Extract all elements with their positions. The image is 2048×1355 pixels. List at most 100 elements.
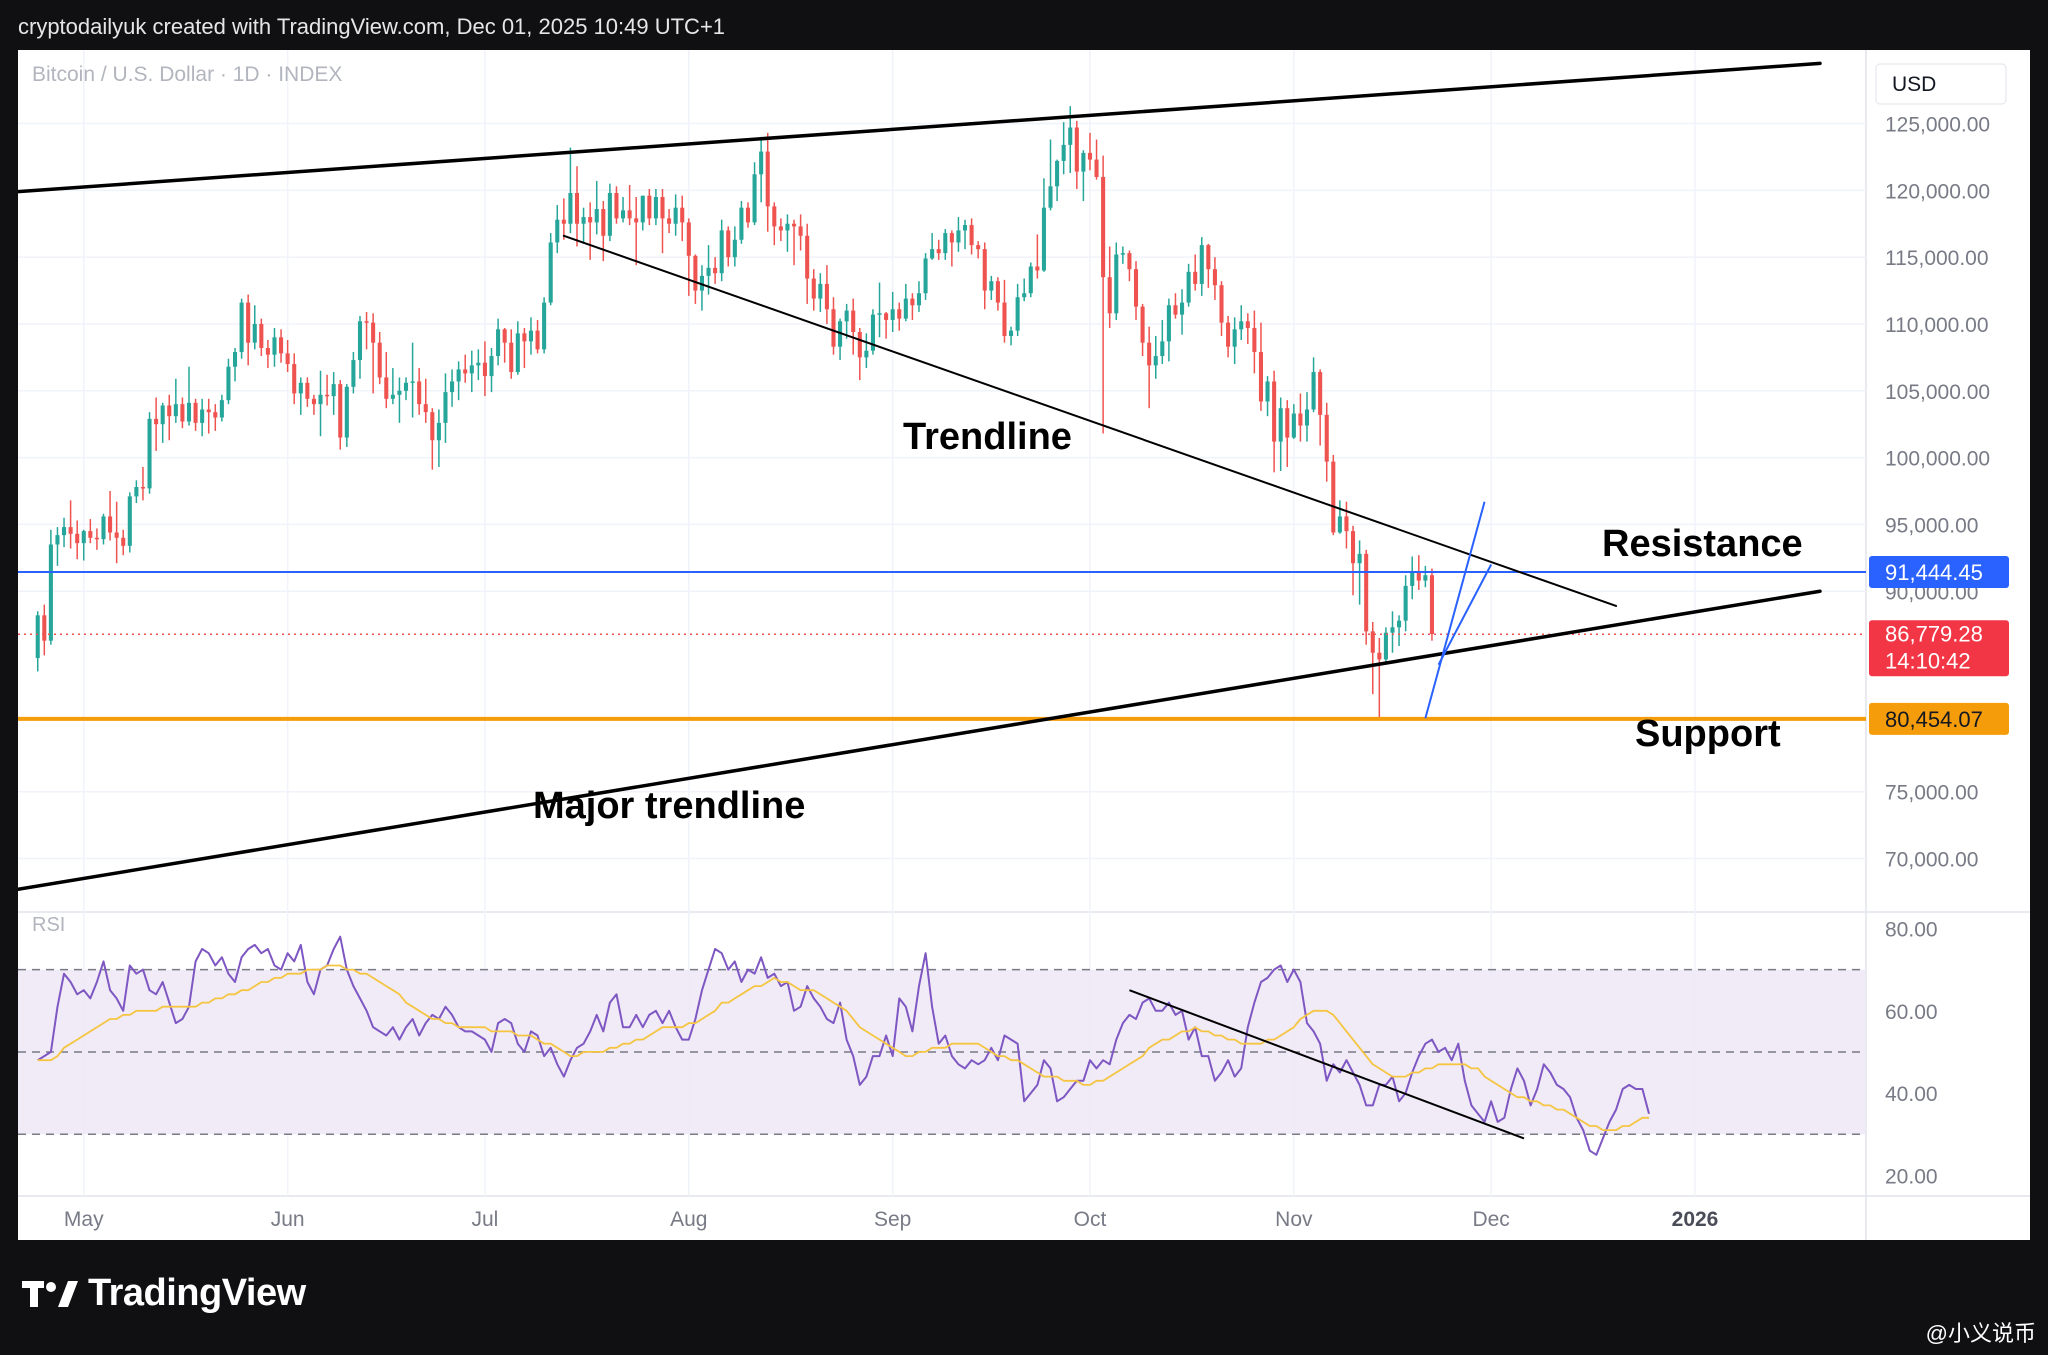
candle (1009, 326, 1014, 346)
candle-body (877, 313, 882, 315)
candle (1278, 397, 1283, 471)
candle-body (134, 487, 139, 497)
candle (857, 327, 862, 381)
candle-body (1397, 620, 1402, 628)
candle-body (1364, 553, 1369, 632)
currency-button[interactable] (1875, 63, 2007, 105)
candle-body (127, 496, 132, 546)
annotation-trendline: Trendline (903, 416, 1072, 458)
candle-body (1258, 352, 1263, 402)
y-tick-price-4: 105,000.00 (1885, 381, 1990, 404)
x-tick-sep: Sep (874, 1208, 911, 1231)
candle-body (752, 174, 757, 223)
candle (417, 368, 422, 415)
x-tick-oct: Oct (1074, 1208, 1107, 1231)
candle-body (1344, 516, 1349, 532)
candle-body (765, 151, 770, 207)
candle-body (824, 283, 829, 310)
candle (173, 378, 178, 423)
candle (930, 233, 935, 260)
y-tick-price-1: 120,000.00 (1885, 180, 1990, 203)
candle (995, 277, 1000, 311)
candle (1101, 155, 1106, 434)
candle (436, 409, 441, 467)
candle (1147, 326, 1152, 409)
candle (693, 254, 698, 304)
candle (732, 226, 737, 267)
chart-canvas[interactable]: Bitcoin / U.S. Dollar · 1D · INDEX RSI U… (18, 50, 2030, 1240)
candle (180, 397, 185, 429)
candle (193, 398, 198, 431)
candle-body (594, 209, 599, 223)
candle (574, 166, 580, 247)
candle-body (976, 245, 981, 250)
candle (726, 226, 731, 267)
candle (48, 529, 53, 645)
candle (653, 188, 658, 226)
candle-body (627, 210, 632, 219)
candle (1055, 159, 1060, 202)
candle (982, 242, 987, 310)
y-tick-price-2: 115,000.00 (1885, 247, 1989, 270)
candle-body (1041, 207, 1046, 271)
candle-body (318, 394, 323, 405)
candle (1403, 575, 1408, 632)
candle (272, 327, 277, 367)
candle-body (916, 293, 922, 306)
candle-body (962, 225, 968, 231)
candle-body (160, 405, 165, 425)
chart-panel[interactable]: Bitcoin / U.S. Dollar · 1D · INDEX RSI U… (18, 50, 2030, 1240)
x-tick-jun: Jun (271, 1208, 305, 1231)
candle-body (1094, 159, 1099, 177)
candle-body (252, 323, 257, 343)
candle (923, 253, 928, 300)
candle-body (180, 404, 185, 422)
tradingview-logo[interactable]: TradingView (22, 1272, 306, 1315)
candle-body (1429, 575, 1434, 635)
x-tick-2026: 2026 (1672, 1208, 1719, 1231)
candle (226, 358, 231, 405)
drawings (18, 61, 1866, 892)
candle-body (956, 230, 961, 243)
candle (469, 350, 474, 393)
candle-body (634, 218, 639, 223)
candle (528, 317, 534, 355)
candle (818, 273, 823, 312)
candle (75, 520, 80, 560)
candle (101, 513, 106, 545)
candle (476, 349, 481, 381)
candle-body (693, 255, 698, 291)
candle-body (903, 298, 908, 319)
candle-body (706, 267, 711, 276)
annotation-resistance: Resistance (1602, 523, 1803, 565)
symbol-title[interactable]: Bitcoin / U.S. Dollar · 1D · INDEX (32, 63, 342, 86)
grid (18, 50, 1866, 1196)
candle (1140, 303, 1145, 357)
candle (1120, 246, 1125, 264)
candle-body (351, 360, 356, 387)
x-tick-may: May (64, 1208, 104, 1231)
candle-body (1350, 531, 1356, 564)
candle (1035, 234, 1040, 279)
candle-body (410, 381, 415, 383)
candle (463, 354, 468, 383)
last-price-label: 86,779.28 (1885, 621, 1983, 646)
candle-body (515, 333, 520, 373)
annotation-major-trendline: Major trendline (533, 785, 805, 827)
candle (456, 361, 461, 401)
candle-body (42, 615, 47, 641)
candle (430, 408, 435, 470)
candle-body (1206, 245, 1211, 270)
candle-body (502, 329, 507, 343)
candle (1022, 278, 1027, 302)
candle (1081, 150, 1086, 202)
candle-body (581, 217, 586, 224)
candle-body (1337, 516, 1342, 533)
wedge-line-1 (1437, 564, 1493, 666)
rsi-title[interactable]: RSI (32, 914, 65, 936)
major-trendline-line (18, 589, 1822, 892)
candle-body (246, 302, 251, 343)
candle (956, 217, 961, 252)
candle (397, 377, 402, 423)
candle-body (1278, 408, 1283, 442)
